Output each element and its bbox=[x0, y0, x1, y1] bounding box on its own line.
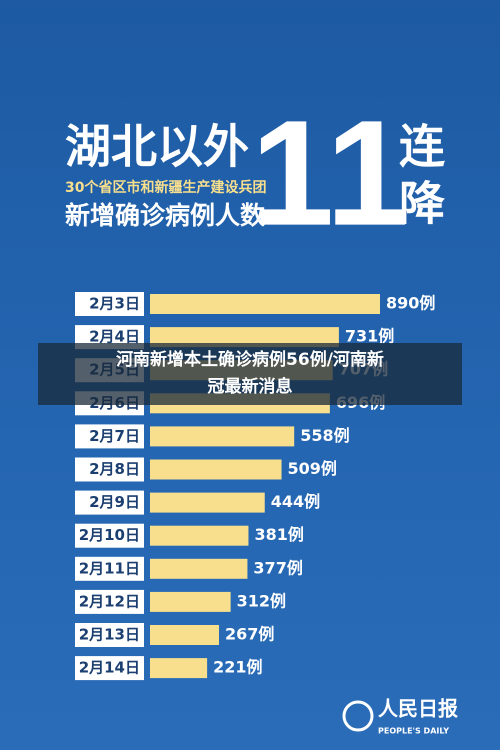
category-box bbox=[75, 292, 144, 316]
category-label: 2月4日 bbox=[89, 328, 140, 346]
category-box bbox=[75, 523, 144, 548]
category-label: 2月3日 bbox=[89, 295, 140, 313]
category-box bbox=[75, 623, 144, 647]
bar bbox=[150, 591, 231, 612]
category-label: 2月7日 bbox=[89, 427, 140, 445]
category-box bbox=[75, 656, 144, 681]
category-label: 2月14日 bbox=[79, 659, 140, 677]
source-english: PEOPLE'S DAILY bbox=[378, 727, 449, 736]
value-label: 381例 bbox=[254, 525, 303, 544]
category-box bbox=[75, 490, 144, 515]
category-label: 2月12日 bbox=[79, 592, 140, 610]
value-label: 731例 bbox=[345, 327, 394, 346]
category-box bbox=[75, 589, 144, 614]
overlay-text: 冠最新消息 bbox=[208, 376, 293, 397]
metric-label: 新增确诊病例人数 bbox=[65, 201, 266, 230]
value-label: 312例 bbox=[237, 591, 286, 610]
value-label: 890例 bbox=[386, 294, 435, 313]
chart-title: 湖北以外 bbox=[65, 120, 249, 174]
category-label: 2月8日 bbox=[89, 460, 140, 478]
overlay-text: 河南新增本土确诊病例56例/河南新 bbox=[116, 349, 384, 370]
value-label: 221例 bbox=[213, 658, 262, 677]
bar bbox=[150, 459, 282, 480]
bar bbox=[150, 294, 380, 314]
category-box bbox=[75, 457, 144, 482]
category-label: 2月9日 bbox=[89, 493, 140, 511]
headline-suffix: 连 bbox=[399, 120, 445, 174]
value-label: 509例 bbox=[288, 459, 337, 478]
source-name: 人民日报 bbox=[378, 697, 458, 721]
value-label: 444例 bbox=[271, 492, 320, 511]
category-box bbox=[75, 424, 144, 449]
value-label: 377例 bbox=[253, 558, 302, 577]
bar bbox=[150, 658, 208, 679]
value-label: 267例 bbox=[225, 625, 274, 644]
bar bbox=[150, 426, 295, 447]
chart-subtitle: 30个省区市和新疆生产建设兵团 bbox=[65, 179, 266, 196]
bar bbox=[150, 525, 249, 546]
headline-suffix: 降 bbox=[399, 177, 445, 231]
category-box bbox=[75, 556, 144, 581]
overlay-banner bbox=[38, 343, 462, 405]
category-label: 2月13日 bbox=[79, 626, 140, 644]
category-label: 2月10日 bbox=[79, 526, 140, 544]
category-label: 2月11日 bbox=[79, 559, 140, 577]
bar bbox=[150, 625, 219, 645]
headline-number: 11 bbox=[251, 89, 410, 257]
bar bbox=[150, 492, 265, 513]
logo-icon bbox=[342, 700, 374, 732]
value-label: 558例 bbox=[300, 426, 349, 445]
bar bbox=[150, 558, 248, 579]
bar bbox=[150, 327, 339, 348]
